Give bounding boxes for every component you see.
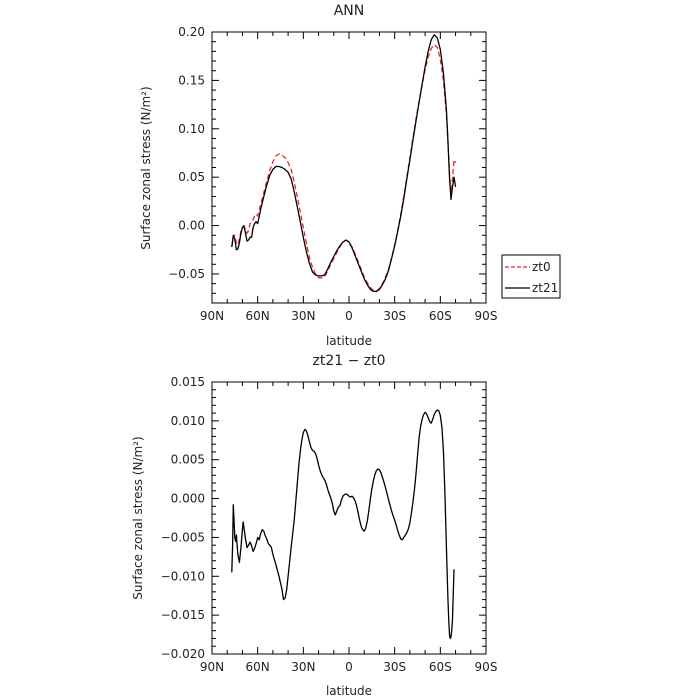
top-x-tick-label: 60S (429, 309, 452, 323)
legend: zt0 zt21 (501, 254, 561, 299)
bottom-plot-frame (211, 381, 487, 655)
top-panel: ANN 90N 60N 30N 0 30S 60S 90S −0.05 0.00 0.05 0.1… (139, 3, 561, 348)
top-x-tick-label: 30N (291, 309, 315, 323)
bottom-y-tick-label: 0.000 (171, 492, 205, 506)
top-plot-lines (231, 34, 457, 293)
bottom-x-tick-label: 30S (383, 660, 406, 674)
bottom-series-line-0 (231, 409, 455, 640)
top-x-tick-label: 90S (475, 309, 498, 323)
bottom-y-ticks: −0.020 −0.015 −0.010 −0.005 0.000 0.005 0.010 0… (161, 375, 486, 661)
bottom-plot-lines (231, 409, 455, 640)
bottom-x-ticks: 90N 60N 30N 0 30S 60S 90S (200, 382, 498, 674)
top-y-ticks: −0.05 0.00 0.05 0.10 0.15 0.20 (168, 25, 486, 304)
top-y-tick-label: 0.10 (178, 122, 205, 136)
top-x-axis-label: latitude (326, 334, 372, 348)
bottom-x-tick-label: 60N (246, 660, 270, 674)
bottom-chart-title: zt21 − zt0 (312, 353, 385, 369)
bottom-x-tick-label: 90N (200, 660, 224, 674)
bottom-y-tick-label: −0.010 (161, 569, 205, 583)
top-x-ticks: 90N 60N 30N 0 30S 60S 90S (200, 32, 498, 323)
bottom-y-tick-label: −0.020 (161, 647, 205, 661)
bottom-x-tick-label: 90S (475, 660, 498, 674)
top-y-tick-label: −0.05 (168, 267, 205, 281)
top-plot-frame (211, 31, 487, 304)
top-y-tick-label: 0.05 (178, 170, 205, 184)
top-y-tick-label: 0.00 (178, 219, 205, 233)
bottom-panel: zt21 − zt0 90N 60N 30N 0 30S 60S 90S −0.020−0.… (131, 353, 497, 698)
top-y-axis-label: Surface zonal stress (N/m²) (139, 86, 153, 250)
bottom-y-tick-label: −0.015 (161, 608, 205, 622)
bottom-y-tick-label: −0.005 (161, 530, 205, 544)
top-y-tick-label: 0.15 (178, 73, 205, 87)
bottom-y-axis-label: Surface zonal stress (N/m²) (131, 436, 145, 600)
top-x-tick-label: 30S (383, 309, 406, 323)
legend-box (501, 254, 561, 299)
bottom-y-tick-label: 0.005 (171, 453, 205, 467)
top-series-line-zt21 (231, 34, 457, 293)
bottom-x-axis-label: latitude (326, 684, 372, 698)
bottom-y-tick-label: 0.015 (171, 375, 205, 389)
top-x-tick-label: 60N (246, 309, 270, 323)
bottom-x-tick-label: 0 (345, 660, 353, 674)
top-x-tick-label: 90N (200, 309, 224, 323)
top-chart-title: ANN (334, 3, 365, 19)
top-x-tick-label: 0 (345, 309, 353, 323)
legend-label-zt21: zt21 (532, 281, 558, 295)
bottom-x-tick-label: 30N (291, 660, 315, 674)
bottom-x-tick-label: 60S (429, 660, 452, 674)
top-y-tick-label: 0.20 (178, 25, 205, 39)
bottom-y-tick-label: 0.010 (171, 414, 205, 428)
legend-label-zt0: zt0 (532, 260, 551, 274)
